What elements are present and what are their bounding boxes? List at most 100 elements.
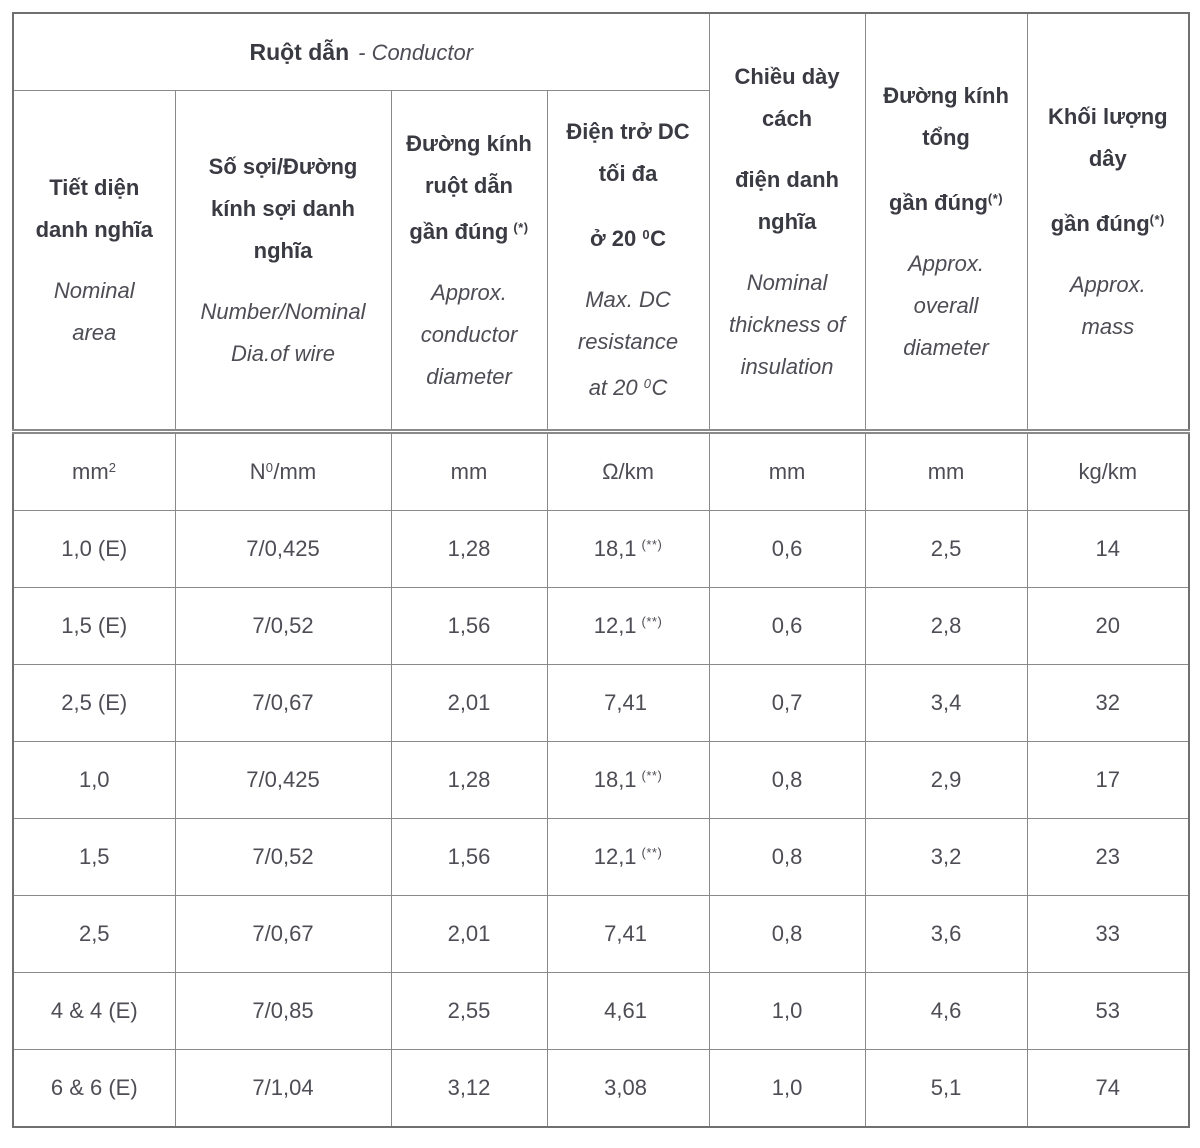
header-line: Nominal: [746, 269, 828, 295]
cell-mass: 33: [1026, 895, 1190, 973]
cell-wire: 7/0,85: [174, 972, 392, 1050]
header-line: điện danh: [735, 166, 839, 192]
unit-resistance: Ω/km: [546, 429, 710, 511]
header-conductor-diameter: Đường kính ruột dẫn gần đúng (*) Approx. …: [390, 90, 548, 432]
table-row: 1,0 (E) 7/0,425 1,28 18,1 (**) 0,6 2,5 14: [12, 510, 1190, 588]
header-line: at 20 0C: [548, 363, 708, 409]
header-line: ruột dẫn: [425, 172, 513, 198]
unit-number-wire: N0/mm: [174, 429, 392, 511]
header-line: Approx.: [431, 279, 507, 305]
cell-conductor-diameter: 1,28: [390, 741, 548, 819]
cell-overall-diameter: 3,4: [864, 664, 1028, 742]
footnote-marker: (**): [641, 614, 663, 629]
header-line: Đường kính: [406, 130, 532, 156]
cell-nominal-area: 1,0 (E): [12, 510, 176, 588]
header-line: gần đúng(*): [866, 178, 1026, 224]
cell-overall-diameter: 4,6: [864, 972, 1028, 1050]
cell-insulation: 1,0: [708, 972, 866, 1050]
cell-resistance: 4,61: [546, 972, 710, 1050]
cell-conductor-diameter: 1,56: [390, 587, 548, 665]
header-line: area: [72, 319, 117, 345]
table-row: 2,5 (E) 7/0,67 2,01 7,41 0,7 3,4 32: [12, 664, 1190, 742]
footnote-marker: (**): [641, 537, 663, 552]
cell-conductor-diameter: 2,01: [390, 895, 548, 973]
cell-conductor-diameter: 2,01: [390, 664, 548, 742]
header-text: C: [651, 375, 668, 400]
cell-wire: 7/0,52: [174, 818, 392, 896]
banner-row: Ruột dẫn - Conductor Chiều dày cách điện …: [12, 12, 1190, 432]
unit-overall-diameter: mm: [864, 429, 1028, 511]
header-row: Tiết diện danh nghĩa Nominal area Số sợi…: [12, 90, 1189, 432]
cell-conductor-diameter: 2,55: [390, 972, 548, 1050]
header-line: thickness of: [728, 311, 846, 337]
resistance-value: 12,1: [593, 844, 637, 869]
superscript: 2: [108, 460, 117, 475]
header-line: dây: [1088, 145, 1127, 171]
header-insulation-thickness: Chiều dày cách điện danh nghĩa Nominal t…: [708, 12, 866, 432]
unit-mass: kg/km: [1026, 429, 1190, 511]
cell-overall-diameter: 2,8: [864, 587, 1028, 665]
cell-nominal-area: 2,5 (E): [12, 664, 176, 742]
table-row: 2,5 7/0,67 2,01 7,41 0,8 3,6 33: [12, 895, 1190, 973]
header-text: C: [650, 226, 666, 251]
cell-wire: 7/1,04: [174, 1049, 392, 1128]
cell-resistance: 7,41: [546, 895, 710, 973]
conductor-spec-table: Ruột dẫn - Conductor Chiều dày cách điện …: [12, 12, 1191, 1128]
cell-insulation: 0,8: [708, 741, 866, 819]
cell-nominal-area: 6 & 6 (E): [12, 1049, 176, 1128]
superscript-zero: 0: [642, 227, 651, 242]
header-line: Điện trở DC: [566, 119, 690, 144]
cell-insulation: 0,6: [708, 510, 866, 588]
header-line: nghĩa: [757, 208, 817, 234]
footnote-marker: (*): [1149, 211, 1165, 227]
header-mass: Khối lượng dây gần đúng(*) Approx. mass: [1026, 12, 1190, 432]
header-text: at 20: [588, 375, 644, 400]
header-line: kính sợi danh: [211, 195, 355, 221]
header-line: diameter: [426, 363, 512, 389]
resistance-value: 18,1: [593, 536, 637, 561]
footnote-marker: (*): [987, 190, 1004, 206]
cell-mass: 17: [1026, 741, 1190, 819]
header-line: ở 20 0C: [548, 214, 708, 260]
table-row: 1,5 7/0,52 1,56 12,1 (**) 0,8 3,2 23: [12, 818, 1190, 896]
cell-wire: 7/0,67: [174, 895, 392, 973]
cell-overall-diameter: 2,5: [864, 510, 1028, 588]
cell-mass: 14: [1026, 510, 1190, 588]
superscript: 0: [265, 460, 274, 475]
cell-conductor-diameter: 1,56: [390, 818, 548, 896]
resistance-value: 4,61: [604, 998, 647, 1023]
header-line: Chiều dày: [734, 63, 840, 89]
unit-text: /mm: [273, 459, 317, 484]
header-text: gần đúng: [1050, 210, 1150, 236]
header-line: mass: [1081, 313, 1135, 339]
cell-mass: 74: [1026, 1049, 1190, 1128]
header-line: gần đúng(*): [1028, 199, 1188, 245]
header-line: conductor: [420, 321, 518, 347]
header-line: Nominal: [53, 277, 135, 303]
cell-insulation: 0,8: [708, 818, 866, 896]
footnote-marker: (**): [641, 845, 663, 860]
cell-wire: 7/0,425: [174, 741, 392, 819]
cell-nominal-area: 1,5 (E): [12, 587, 176, 665]
header-number-wire-diameter: Số sợi/Đường kính sợi danh nghĩa Number/…: [174, 90, 392, 432]
cell-nominal-area: 1,5: [12, 818, 176, 896]
header-line: Số sợi/Đường: [208, 153, 358, 179]
header-line: diameter: [903, 334, 989, 360]
cell-insulation: 0,7: [708, 664, 866, 742]
header-line: Number/Nominal: [200, 298, 366, 324]
cell-mass: 23: [1026, 818, 1190, 896]
header-line: Đường kính: [883, 82, 1009, 108]
banner-title-vi: Ruột dẫn: [249, 38, 350, 65]
table-row: 1,5 (E) 7/0,52 1,56 12,1 (**) 0,6 2,8 20: [12, 587, 1190, 665]
header-line: resistance: [577, 329, 679, 354]
cell-conductor-diameter: 1,28: [390, 510, 548, 588]
cell-wire: 7/0,67: [174, 664, 392, 742]
units-row: mm2 N0/mm mm Ω/km mm mm kg/km: [12, 429, 1190, 511]
cell-insulation: 1,0: [708, 1049, 866, 1128]
banner-title-en: - Conductor: [358, 39, 474, 65]
header-line: tối đa: [598, 161, 658, 186]
banner-conductor: Ruột dẫn - Conductor: [12, 12, 710, 91]
cell-nominal-area: 1,0: [12, 741, 176, 819]
footnote-marker: (*): [513, 219, 529, 235]
cell-resistance: 12,1 (**): [546, 818, 710, 896]
